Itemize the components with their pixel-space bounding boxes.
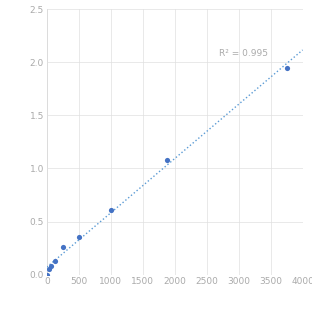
Point bbox=[48, 263, 53, 268]
Point bbox=[52, 258, 57, 263]
Point bbox=[60, 245, 65, 250]
Text: R² = 0.995: R² = 0.995 bbox=[219, 49, 269, 58]
Point bbox=[76, 235, 81, 240]
Point bbox=[164, 158, 169, 163]
Point bbox=[44, 272, 49, 277]
Point bbox=[108, 207, 113, 212]
Point bbox=[46, 266, 51, 271]
Point bbox=[284, 65, 289, 70]
